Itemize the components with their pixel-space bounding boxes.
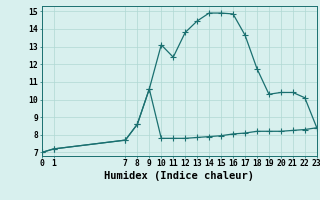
X-axis label: Humidex (Indice chaleur): Humidex (Indice chaleur) (104, 171, 254, 181)
